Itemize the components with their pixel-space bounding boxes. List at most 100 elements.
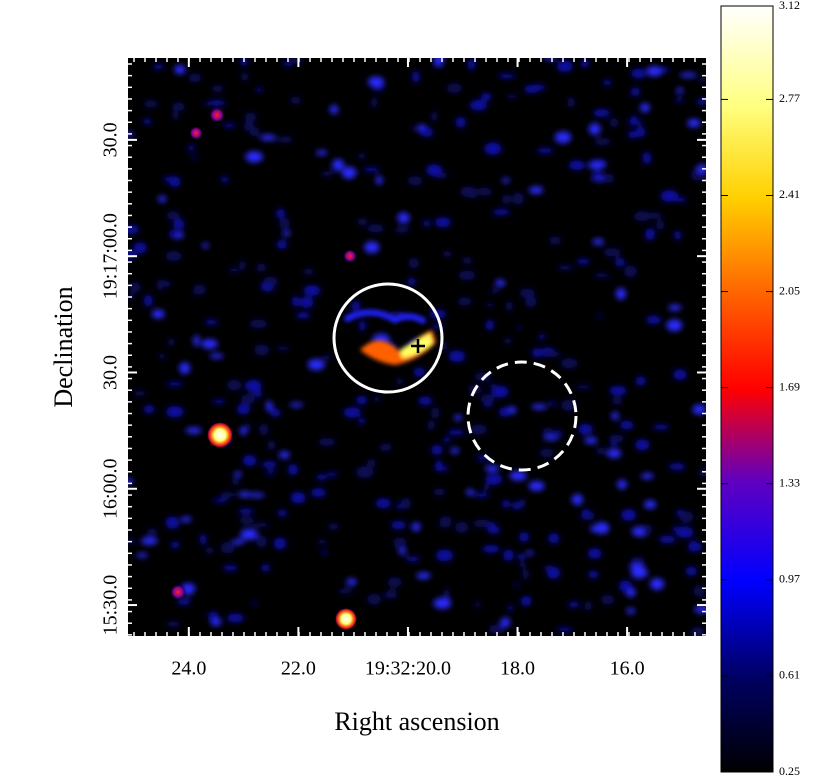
- noise-blob: [418, 396, 433, 405]
- noise-blob: [455, 521, 469, 533]
- noise-blob: [448, 350, 466, 362]
- noise-blob: [423, 219, 430, 228]
- noise-blob: [647, 212, 663, 219]
- noise-blob: [263, 276, 278, 287]
- noise-blob: [327, 523, 340, 530]
- noise-blob: [457, 297, 472, 306]
- noise-blob: [249, 319, 268, 329]
- noise-blob: [646, 66, 663, 77]
- noise-blob: [188, 73, 202, 83]
- noise-blob: [486, 383, 498, 389]
- noise-blob: [500, 617, 511, 628]
- noise-blob: [232, 539, 245, 545]
- noise-blob: [592, 238, 604, 245]
- noise-blob: [468, 187, 478, 199]
- noise-blob: [447, 429, 465, 436]
- noise-blob: [675, 197, 687, 202]
- noise-blob: [628, 564, 645, 570]
- noise-blob: [240, 58, 248, 67]
- noise-blob: [609, 386, 627, 395]
- noise-blob: [574, 384, 593, 390]
- noise-blob: [171, 102, 186, 111]
- noise-blob: [265, 400, 273, 412]
- noise-blob: [400, 497, 412, 510]
- noise-blob: [256, 263, 267, 272]
- noise-blob: [672, 526, 679, 532]
- noise-blob: [187, 145, 196, 151]
- noise-blob: [644, 500, 657, 509]
- noise-blob: [553, 430, 563, 436]
- noise-blob: [166, 406, 184, 418]
- noise-blob: [276, 346, 290, 352]
- noise-blob: [446, 83, 462, 94]
- noise-blob: [240, 528, 258, 540]
- noise-blob: [290, 492, 306, 504]
- colorbar-tick-label: 3.12: [779, 0, 800, 12]
- noise-blob: [696, 164, 706, 173]
- noise-blob: [133, 242, 147, 254]
- noise-blob: [692, 404, 706, 415]
- source-region: [332, 282, 444, 394]
- noise-blob: [621, 509, 637, 521]
- noise-blob: [506, 94, 518, 100]
- noise-blob: [503, 337, 513, 345]
- noise-blob: [431, 111, 438, 122]
- noise-blob: [485, 319, 494, 331]
- colorbar-tick-label: 0.25: [779, 764, 800, 778]
- noise-blob: [472, 519, 491, 528]
- noise-blob: [699, 76, 706, 83]
- noise-blob: [594, 137, 611, 146]
- y-axis-label: Declination: [49, 286, 78, 407]
- noise-blob: [288, 464, 298, 476]
- noise-blob: [603, 173, 615, 184]
- minor-ticks: [128, 58, 706, 636]
- noise-blob: [141, 537, 158, 545]
- noise-blob: [165, 251, 183, 261]
- noise-blob: [316, 474, 328, 480]
- noise-blob: [167, 338, 175, 347]
- noise-blob: [136, 553, 149, 558]
- noise-blob: [395, 378, 404, 385]
- noise-blob: [503, 549, 514, 561]
- noise-blob: [238, 491, 252, 498]
- noise-blob: [128, 250, 137, 259]
- noise-blob: [205, 546, 214, 554]
- noise-blob: [237, 508, 254, 514]
- noise-blob: [387, 577, 402, 588]
- noise-blob: [518, 561, 527, 569]
- noise-blob: [556, 60, 573, 72]
- noise-blob: [416, 572, 431, 580]
- noise-blob: [480, 394, 495, 404]
- noise-blob: [488, 288, 501, 294]
- noise-blob: [146, 528, 158, 536]
- noise-blob: [234, 471, 242, 477]
- noise-blob: [584, 600, 592, 611]
- noise-blob: [543, 435, 560, 441]
- noise-blob: [222, 123, 237, 128]
- noise-blob: [207, 100, 226, 106]
- noise-blob: [638, 569, 648, 577]
- noise-blob: [244, 112, 257, 123]
- noise-blob: [587, 548, 602, 559]
- noise-blob: [252, 522, 270, 528]
- noise-blob: [512, 192, 524, 205]
- noise-blob: [561, 399, 576, 411]
- noise-blob: [265, 470, 276, 475]
- noise-blob: [560, 358, 578, 369]
- noise-blob: [548, 533, 560, 544]
- noise-blob: [375, 498, 391, 509]
- noise-blob: [227, 267, 241, 273]
- noise-blob: [588, 123, 601, 135]
- noise-blob: [434, 466, 450, 471]
- noise-blob: [650, 578, 665, 590]
- noise-blob: [466, 488, 474, 496]
- noise-blob: [242, 455, 257, 466]
- noise-blob: [624, 265, 637, 278]
- noise-blob: [578, 424, 593, 435]
- noise-blob: [193, 335, 200, 347]
- noise-blob: [212, 399, 226, 404]
- noise-blob: [631, 68, 647, 79]
- noise-blob: [687, 118, 701, 128]
- noise-blob: [548, 236, 562, 245]
- noise-blob: [394, 226, 410, 234]
